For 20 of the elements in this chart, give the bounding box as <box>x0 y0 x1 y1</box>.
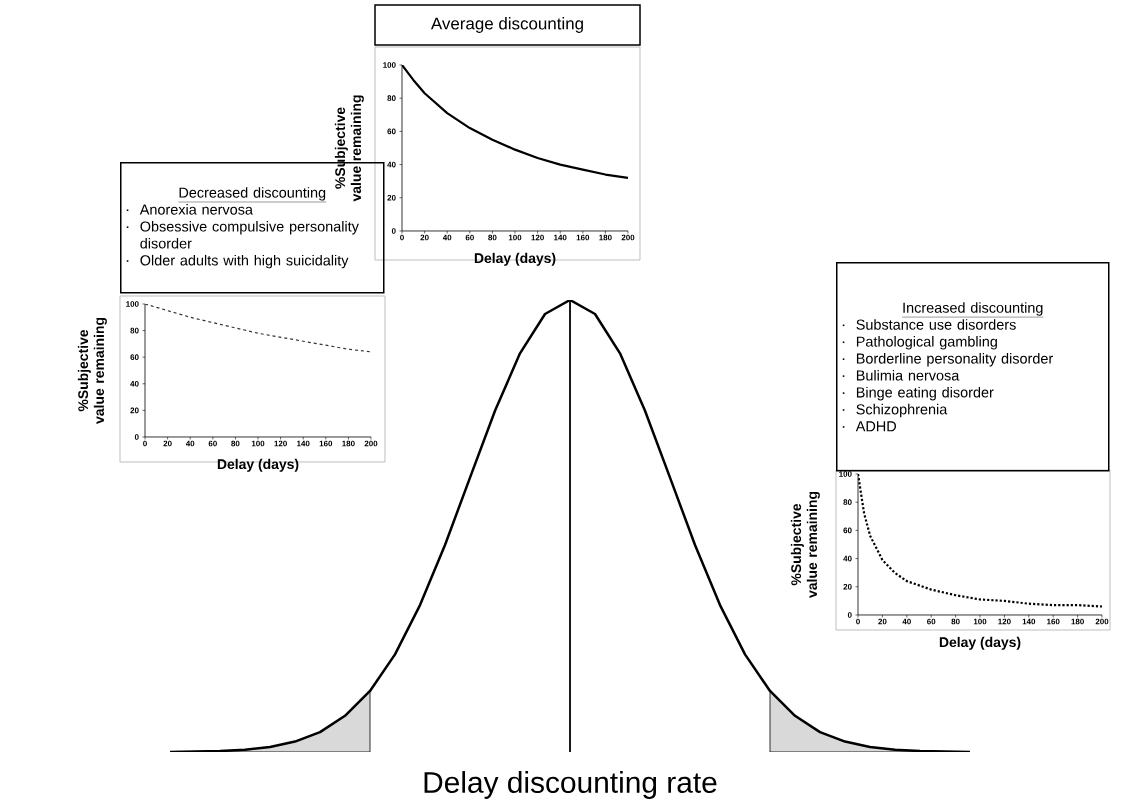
chart-title: Decreased discounting <box>179 187 326 201</box>
x-axis-title: Delay (days) <box>474 252 556 266</box>
y-axis-title: %Subjective value remaining <box>334 95 364 202</box>
x-axis-title: Delay (days) <box>939 636 1021 650</box>
text: Obsessive compulsive personality disorder <box>140 221 359 249</box>
annotation: Schizophrenia <box>856 403 948 418</box>
text: Older adults with high suicidality <box>140 254 349 269</box>
annotation: Substance use disorders <box>856 319 1016 330</box>
y-axis-title: %Subjective value remaining <box>77 317 107 424</box>
annotation: Bulimia nervosa <box>856 369 960 381</box>
text: Anorexia nervosa <box>139 204 253 215</box>
x-axis-title: Delay (days) <box>217 458 299 472</box>
annotation: ADHD <box>855 421 896 432</box>
annotation: Borderline personality disorder <box>856 353 1053 367</box>
chart-title: Average discounting <box>430 17 583 33</box>
annotation: Binge eating disorder <box>856 386 994 401</box>
x-axis-title: Delay discounting rate <box>424 771 717 799</box>
y-axis-title: %Subjective value remaining <box>790 491 820 598</box>
chart-title: Increased discounting <box>903 302 1043 316</box>
annotation: Pathological gambling <box>856 336 997 350</box>
